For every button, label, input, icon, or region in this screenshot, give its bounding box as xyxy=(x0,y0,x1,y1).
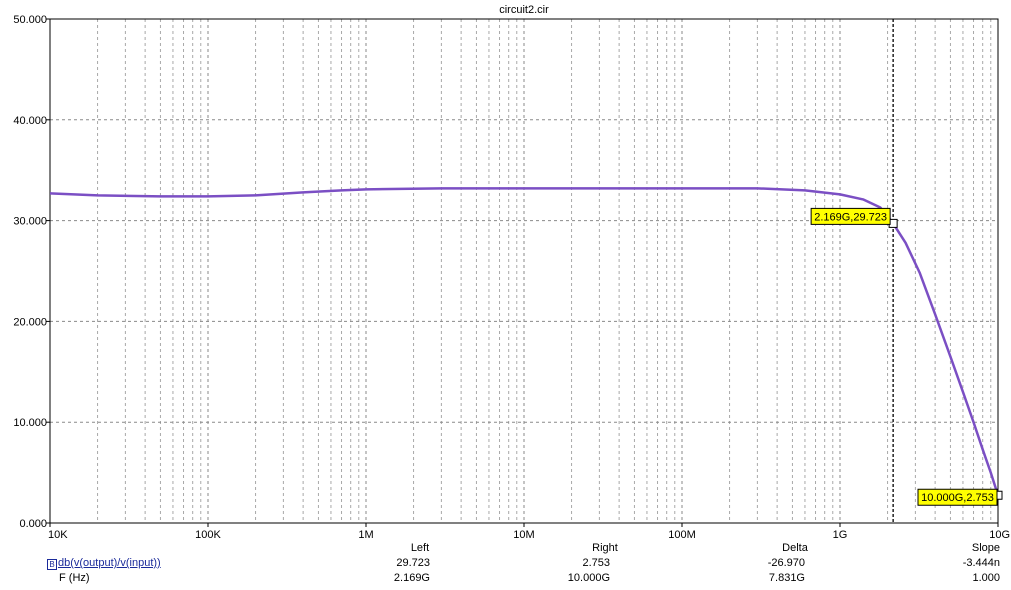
row1-delta-value: -26.970 xyxy=(767,557,805,569)
row1-right-value: 2.753 xyxy=(582,557,610,569)
y-tick-label: 20.000 xyxy=(13,316,47,328)
header-slope: Slope xyxy=(971,542,1000,554)
y-tick-label: 50.000 xyxy=(13,14,47,26)
chart-svg[interactable]: circuit2.cir 0.000 10.000 20.000 30.000 40.00… xyxy=(0,0,1011,541)
row1-left-value: 29.723 xyxy=(396,557,430,569)
series-line[interactable] xyxy=(49,187,1000,496)
annotation-label: 2.169G,29.723 xyxy=(814,211,887,223)
annotation-box xyxy=(810,207,891,225)
header-delta: Delta xyxy=(782,542,808,554)
x-tick-label: 1M xyxy=(358,529,373,540)
row2-slope-value: 1.000 xyxy=(972,572,1000,584)
x-tick-label: 100K xyxy=(195,529,221,540)
x-tick-label: 10K xyxy=(48,529,68,540)
plot-area[interactable]: circuit2.cir 0.000 10.000 20.000 30.000 40.00… xyxy=(0,0,1011,541)
row2-right-value: 10.000G xyxy=(567,572,610,584)
x-tick-label: 10M xyxy=(513,529,534,540)
chart-title: circuit2.cir xyxy=(499,4,549,16)
row2-label: F (Hz) xyxy=(59,572,90,584)
x-tick-label: 1G xyxy=(833,529,848,540)
x-tick-label: 10G xyxy=(989,529,1010,540)
header-right: Right xyxy=(592,542,618,554)
y-tick-label: 0.000 xyxy=(19,518,47,530)
row2-delta-value: 7.831G xyxy=(768,572,805,584)
y-tick-label: 30.000 xyxy=(13,216,47,228)
row1-slope-value: -3.444n xyxy=(962,557,1000,569)
y-tick-label: 10.000 xyxy=(13,417,47,429)
header-left: Left xyxy=(410,542,430,554)
x-tick-label: 100M xyxy=(668,529,696,540)
row2-left-value: 2.169G xyxy=(393,572,430,584)
y-tick-label: 40.000 xyxy=(13,115,47,127)
trace-marker-box[interactable]: B xyxy=(47,559,57,570)
trace-expression-link[interactable]: db(v(output)/v(input)) xyxy=(58,557,161,569)
annotation-box xyxy=(917,488,998,506)
annotation-label: 10.000G,2.753 xyxy=(921,492,994,504)
